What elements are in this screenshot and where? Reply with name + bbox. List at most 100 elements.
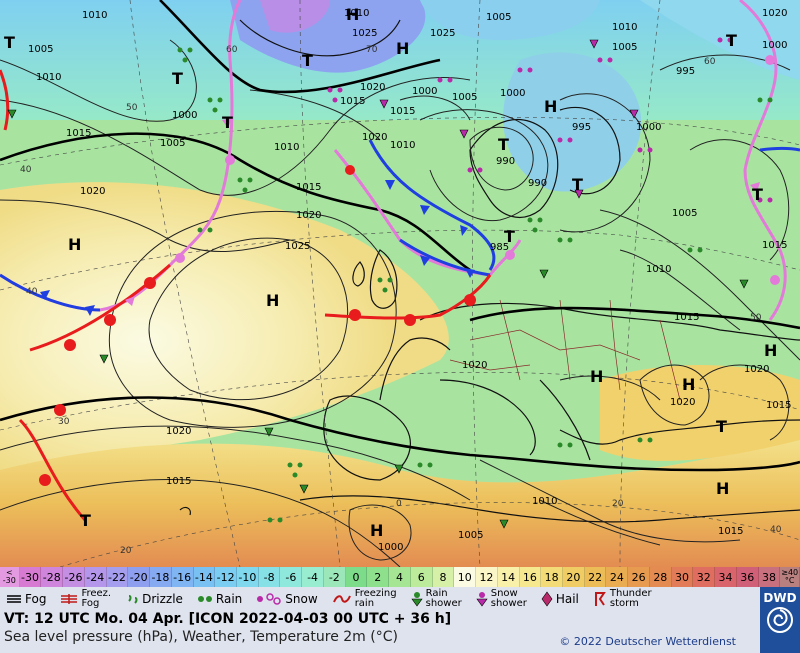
freezing-rain-icon [332, 593, 352, 605]
hail-icon [541, 591, 553, 607]
pressure-label: 1000 [378, 542, 403, 553]
legend-item-snow: Snow [256, 592, 318, 606]
pressure-label: 1025 [285, 241, 310, 252]
pressure-label: 1015 [674, 312, 699, 323]
center-label: T [80, 511, 91, 530]
scale-swatch: -18 [150, 567, 172, 587]
legend-item-freezing-fog: Freez. Fog [60, 589, 111, 609]
dwd-logo-text: DWD [763, 591, 797, 605]
scale-swatch: 34 [715, 567, 737, 587]
scale-swatch: -6 [280, 567, 303, 587]
lat-label: 20 [612, 499, 624, 509]
legend-label: Freez. Fog [81, 588, 112, 609]
map-description: Sea level pressure (hPa), Weather, Tempe… [4, 629, 398, 645]
pressure-label: 1020 [296, 210, 321, 221]
legend-item-rain: Rain [197, 592, 242, 606]
snow-icon [256, 593, 282, 605]
legend-label: Snow [285, 592, 318, 606]
pressure-label: 1000 [412, 86, 437, 97]
scale-swatch: 16 [519, 567, 542, 587]
pressure-label: 1005 [458, 530, 483, 541]
pressure-label: 1000 [636, 122, 661, 133]
snow-shower-icon [476, 591, 488, 607]
pressure-label: 1015 [340, 96, 365, 107]
pressure-label: 1010 [36, 72, 61, 83]
scale-swatch: -24 [84, 567, 107, 587]
scale-swatch: -8 [258, 567, 281, 587]
lat-label: 30 [58, 417, 70, 427]
graticule-labels: 40 50 60 70 40 30 20 20 0 50 60 40 [20, 45, 782, 556]
thunderstorm-icon [593, 591, 607, 607]
legend-item-thunderstorm: Thunder storm [593, 589, 652, 609]
lat-label: 20 [120, 546, 132, 556]
pressure-label: 1010 [532, 496, 557, 507]
pressure-label: 1010 [82, 10, 107, 21]
pressure-label: 1025 [352, 28, 377, 39]
valid-time: VT: 12 UTC Mo. 04 Apr. [ICON 2022-04-03 … [4, 611, 452, 627]
scale-swatch: 18 [541, 567, 564, 587]
graticule [0, 0, 800, 567]
scale-swatch: 8 [432, 567, 455, 587]
pressure-label: 1010 [612, 22, 637, 33]
lat-label: 50 [750, 313, 762, 323]
pressure-label: 1010 [344, 8, 369, 19]
scale-swatch: 32 [693, 567, 716, 587]
front-symbols [39, 55, 780, 486]
center-label: H [590, 367, 603, 386]
lat-label: 50 [126, 103, 138, 113]
isobars [0, 39, 800, 567]
pressure-label: 1020 [80, 186, 105, 197]
pressure-labels: 1010 1005 1010 1000 1005 1015 1020 1020 … [28, 8, 791, 553]
legend-item-drizzle: Drizzle [125, 592, 183, 606]
rain-shower-icon [411, 591, 423, 607]
legend-label: Snow shower [490, 588, 527, 609]
scale-swatch: -22 [106, 567, 129, 587]
pressure-label: 1005 [452, 92, 477, 103]
center-label: H [370, 521, 383, 540]
scale-swatch: -26 [63, 567, 85, 587]
pressure-label: 1000 [172, 110, 197, 121]
legend-item-freezing-rain: Freezing rain [332, 589, 397, 609]
pressure-label: 1025 [430, 28, 455, 39]
legend-item-snow-shower: Snow shower [476, 589, 527, 609]
scale-high-edge: ≥40 °C [780, 567, 800, 587]
scale-high-unit: °C [784, 576, 795, 585]
center-label: T [716, 417, 727, 436]
scale-swatch: -14 [193, 567, 216, 587]
center-label: H [68, 235, 81, 254]
scale-swatch: 20 [563, 567, 585, 587]
pressure-label: 1015 [766, 400, 791, 411]
drizzle-icon [125, 593, 139, 605]
dwd-swirl-icon [767, 607, 793, 633]
pressure-label: 1020 [744, 364, 769, 375]
center-label: T [222, 113, 233, 132]
south-warm-field [0, 440, 800, 567]
scale-swatch: -4 [302, 567, 324, 587]
arctic-field [420, 0, 600, 40]
pressure-label: 1015 [166, 476, 191, 487]
scale-swatch: 12 [476, 567, 498, 587]
lat-label: 60 [704, 57, 716, 67]
scale-swatch: 28 [649, 567, 672, 587]
legend-label: Thunder storm [609, 588, 652, 609]
legend-item-fog: Fog [6, 592, 46, 606]
legend-label: Freezing rain [354, 588, 397, 609]
fog-icon [6, 593, 22, 605]
pressure-label: 1005 [672, 208, 697, 219]
thick-isobars [0, 0, 800, 472]
legend-label: Rain shower [425, 588, 462, 609]
center-label: H [682, 375, 695, 394]
center-label: H [346, 5, 359, 24]
temperature-scale: < -30 -30 -28 -26 -24 -22 -20 -18 -16 -14 -12 -10 -8… [0, 567, 800, 587]
pressure-centers: H H T T T H H T T T H H T H T H T T H H … [4, 5, 777, 540]
scandinavia-cold-field [503, 52, 642, 192]
precipitation-symbols [7, 37, 773, 529]
lat-label: 60 [226, 45, 238, 55]
greenland-core-field [260, 0, 330, 33]
center-label: T [498, 135, 509, 154]
scale-high-value: ≥40 [781, 568, 799, 577]
pressure-label: 1005 [160, 138, 185, 149]
pressure-label: 1020 [362, 132, 387, 143]
lat-label: 40 [26, 287, 38, 297]
pressure-label: 1015 [296, 182, 321, 193]
